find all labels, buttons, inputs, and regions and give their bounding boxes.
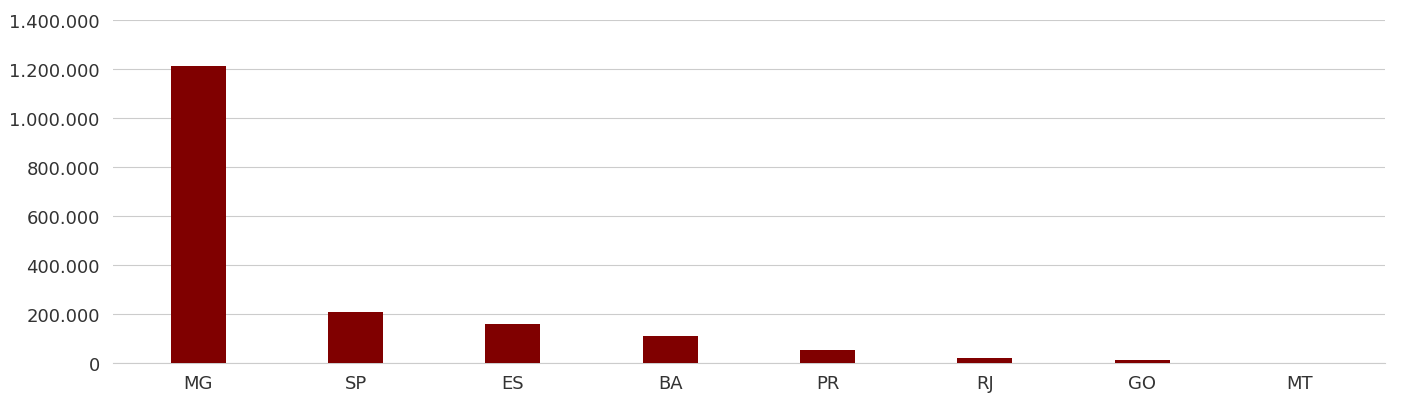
Bar	[328, 312, 383, 363]
Bar	[171, 67, 226, 363]
Bar	[486, 324, 541, 363]
Bar	[1115, 361, 1170, 363]
Bar	[800, 350, 855, 363]
Bar	[957, 358, 1012, 363]
Bar	[643, 337, 698, 363]
